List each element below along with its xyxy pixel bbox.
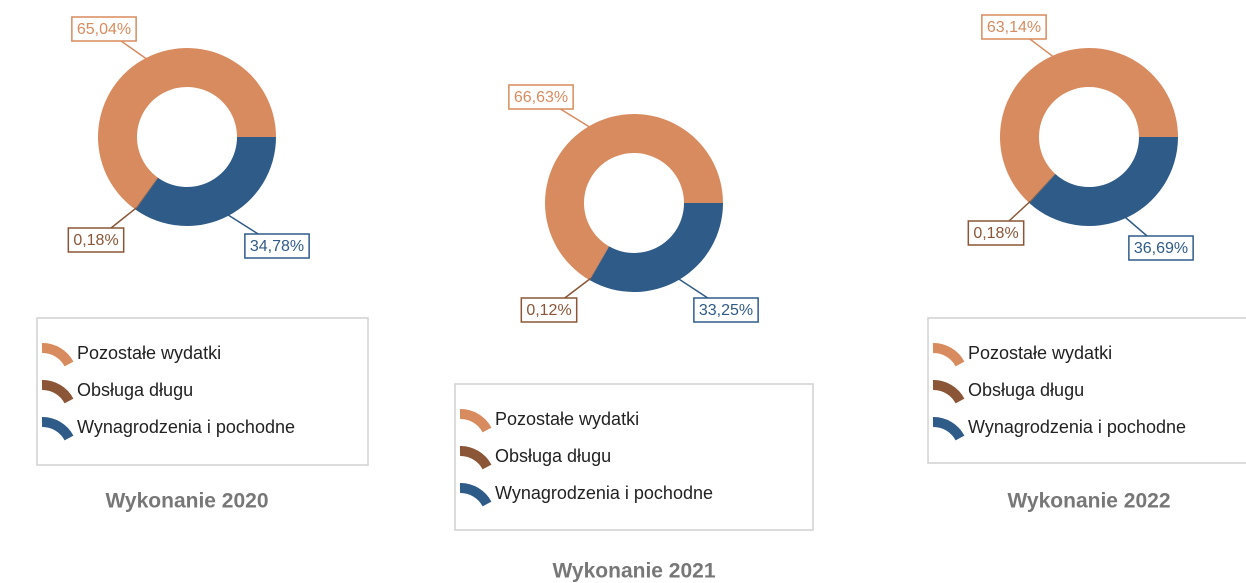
legend-label: Obsługa długu (968, 380, 1084, 400)
chart-title: Wykonanie 2022 (1007, 490, 1170, 513)
data-label-box (1128, 235, 1194, 261)
legend-icon (41, 417, 74, 441)
legend-icon (459, 483, 492, 507)
data-label-box (693, 297, 759, 323)
data-label: 65,04% (77, 21, 131, 38)
donut-segment (589, 246, 610, 281)
legend-label: Obsługa długu (77, 380, 193, 400)
data-label: 0,18% (73, 232, 118, 249)
legend-icon (932, 343, 965, 367)
donut-segment (544, 113, 723, 280)
donut-segment (589, 203, 723, 292)
legend: Pozostałe wydatki Obsługa długu Wynagrodze… (927, 317, 1246, 464)
legend: Pozostałe wydatki Obsługa długu Wynagrodze… (36, 317, 369, 466)
donut-segment (98, 48, 277, 210)
legend-icon (459, 409, 492, 433)
donut-segment (1000, 48, 1178, 203)
donut-segment (134, 177, 159, 210)
chart-title: Wykonanie 2020 (105, 490, 268, 513)
data-label: 33,25% (699, 302, 753, 319)
legend-label: Wynagrodzenia i pochodne (495, 483, 713, 503)
data-label-box (981, 14, 1047, 40)
data-label: 36,69% (1134, 240, 1188, 257)
donut-chart: 66,63% 0,12% 33,25% (508, 84, 759, 323)
data-label-box (967, 220, 1025, 246)
legend-label: Pozostałe wydatki (495, 409, 639, 429)
legend-box (927, 317, 1246, 464)
legend-label: Obsługa długu (495, 446, 611, 466)
legend-label: Pozostałe wydatki (77, 343, 221, 363)
data-label-box (71, 16, 137, 42)
donut-segment (135, 137, 276, 226)
data-label: 34,78% (250, 238, 304, 255)
data-label-box (67, 227, 125, 253)
data-label: 0,12% (526, 302, 571, 319)
legend-icon (459, 446, 492, 470)
legend-icon (41, 343, 74, 367)
donut-chart: 65,04% 0,18% 34,78% (67, 16, 310, 259)
data-label-box (508, 84, 574, 110)
legend-box (454, 383, 814, 531)
legend-icon (932, 380, 965, 404)
legend-box (36, 317, 369, 466)
data-label: 0,18% (973, 225, 1018, 242)
legend-label: Wynagrodzenia i pochodne (968, 417, 1186, 437)
donut-segment (1028, 173, 1056, 204)
legend: Pozostałe wydatki Obsługa długu Wynagrodze… (454, 383, 814, 531)
legend-icon (41, 380, 74, 404)
donut-chart: 63,14% 0,18% 36,69% (967, 14, 1194, 261)
legend-icon (932, 417, 965, 441)
data-label-box (244, 233, 310, 259)
legend-label: Pozostałe wydatki (968, 343, 1112, 363)
donut-segment (1029, 137, 1178, 226)
data-label: 66,63% (514, 89, 568, 106)
legend-label: Wynagrodzenia i pochodne (77, 417, 295, 437)
data-label: 63,14% (987, 19, 1041, 36)
data-label-box (520, 297, 578, 323)
chart-title: Wykonanie 2021 (552, 560, 715, 583)
